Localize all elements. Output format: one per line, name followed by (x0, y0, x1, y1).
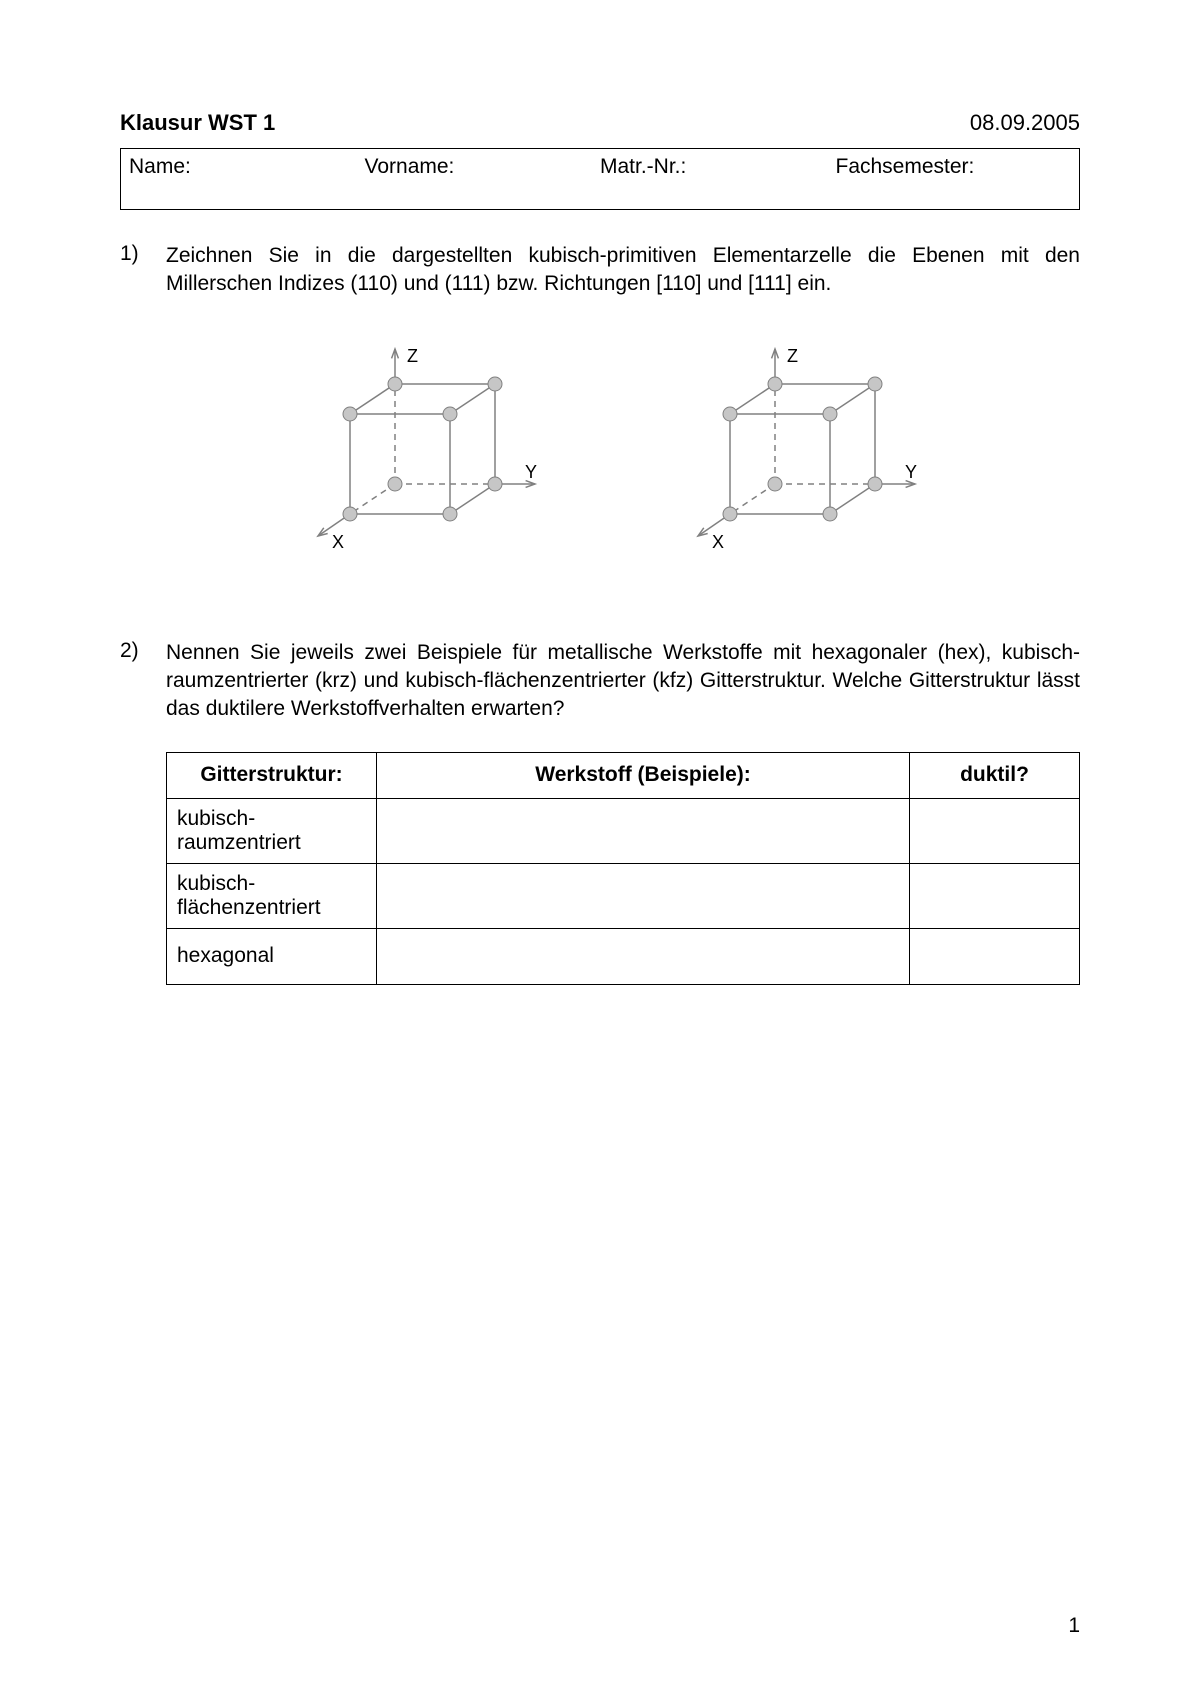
table-row: kubisch-raumzentriert (167, 798, 1080, 863)
exam-title: Klausur WST 1 (120, 110, 275, 136)
table-header-row: Gitterstruktur: Werkstoff (Beispiele): d… (167, 752, 1080, 798)
table-header-werkstoff: Werkstoff (Beispiele): (377, 752, 910, 798)
table-row: hexagonal (167, 928, 1080, 984)
cube-diagram-right: Z Y X (660, 339, 920, 569)
fachsemester-label: Fachsemester: (836, 155, 1072, 179)
svg-text:Z: Z (407, 346, 418, 366)
table-row: kubisch-flächenzentriert (167, 863, 1080, 928)
svg-text:Y: Y (525, 462, 537, 482)
svg-text:X: X (332, 532, 344, 552)
page-number: 1 (1068, 1614, 1080, 1638)
cell-werkstoff[interactable] (377, 798, 910, 863)
cell-werkstoff[interactable] (377, 928, 910, 984)
question-1: 1) Zeichnen Sie in die dargestellten kub… (120, 242, 1080, 299)
header-row: Klausur WST 1 08.09.2005 (120, 110, 1080, 136)
student-info-box: Name: Vorname: Matr.-Nr.: Fachsemester: (120, 148, 1080, 210)
cell-gitterstruktur: kubisch-raumzentriert (167, 798, 377, 863)
question-2: 2) Nennen Sie jeweils zwei Beispiele für… (120, 639, 1080, 724)
exam-page: Klausur WST 1 08.09.2005 Name: Vorname: … (0, 0, 1200, 1698)
svg-text:Z: Z (787, 346, 798, 366)
matrnr-label: Matr.-Nr.: (600, 155, 836, 179)
vorname-label: Vorname: (365, 155, 601, 179)
table-wrapper: Gitterstruktur: Werkstoff (Beispiele): d… (120, 752, 1080, 985)
question-1-text: Zeichnen Sie in die dargestellten kubisc… (166, 242, 1080, 299)
cube-diagram-left: Z Y X (280, 339, 540, 569)
svg-text:Y: Y (905, 462, 917, 482)
cell-gitterstruktur: hexagonal (167, 928, 377, 984)
table-header-gitterstruktur: Gitterstruktur: (167, 752, 377, 798)
question-1-number: 1) (120, 242, 148, 299)
lattice-table: Gitterstruktur: Werkstoff (Beispiele): d… (166, 752, 1080, 985)
exam-date: 08.09.2005 (970, 110, 1080, 136)
svg-text:X: X (712, 532, 724, 552)
cube-diagrams-row: Z Y X Z Y X (120, 339, 1080, 569)
table-header-duktil: duktil? (910, 752, 1080, 798)
cell-duktil[interactable] (910, 798, 1080, 863)
cell-duktil[interactable] (910, 863, 1080, 928)
cell-duktil[interactable] (910, 928, 1080, 984)
cell-werkstoff[interactable] (377, 863, 910, 928)
cell-gitterstruktur: kubisch-flächenzentriert (167, 863, 377, 928)
question-2-text: Nennen Sie jeweils zwei Beispiele für me… (166, 639, 1080, 724)
name-label: Name: (129, 155, 365, 179)
question-2-number: 2) (120, 639, 148, 724)
